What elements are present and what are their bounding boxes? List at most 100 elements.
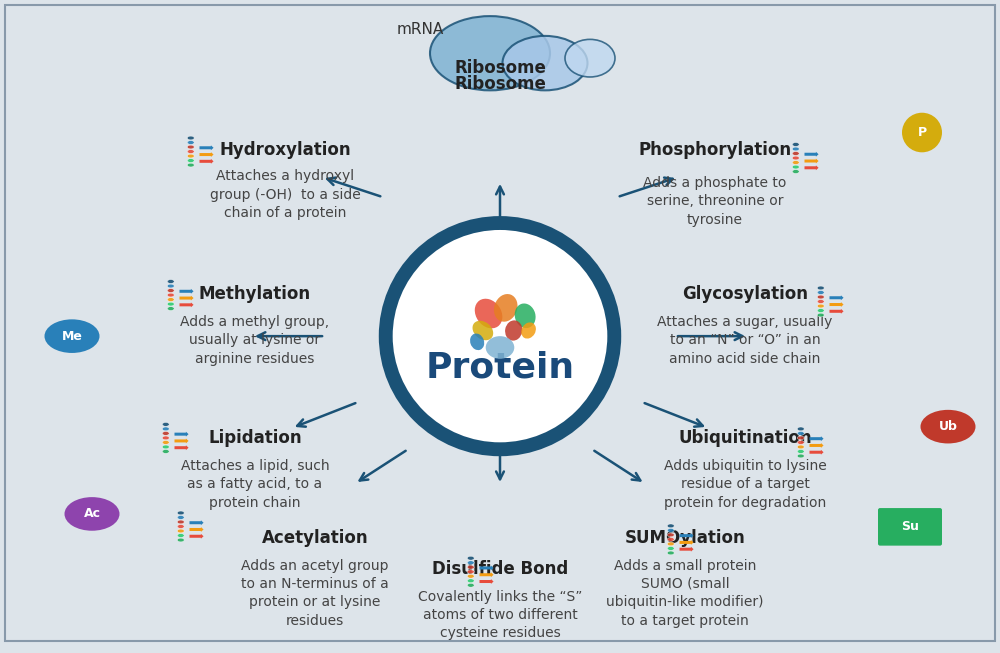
Text: Ribosome: Ribosome	[454, 59, 546, 77]
FancyArrow shape	[200, 152, 214, 157]
Ellipse shape	[177, 534, 184, 537]
Ellipse shape	[797, 432, 804, 436]
FancyArrow shape	[830, 309, 844, 313]
Ellipse shape	[167, 289, 174, 293]
Text: Protein: Protein	[425, 351, 575, 385]
FancyArrow shape	[680, 534, 694, 538]
Text: Ub: Ub	[939, 420, 957, 433]
Ellipse shape	[167, 302, 174, 306]
Text: Ac: Ac	[84, 507, 100, 520]
Ellipse shape	[817, 295, 824, 299]
Text: Attaches a sugar, usually
to an “N” or “O” in an
amino acid side chain: Attaches a sugar, usually to an “N” or “…	[657, 315, 833, 366]
Ellipse shape	[817, 291, 824, 295]
FancyArrow shape	[180, 296, 194, 300]
Ellipse shape	[667, 542, 674, 546]
Ellipse shape	[467, 583, 474, 587]
Text: Methylation: Methylation	[199, 285, 311, 303]
Ellipse shape	[565, 39, 615, 77]
FancyArrow shape	[189, 520, 204, 525]
Ellipse shape	[187, 140, 194, 144]
Ellipse shape	[817, 304, 824, 308]
Text: Acetylation: Acetylation	[262, 529, 368, 547]
Ellipse shape	[167, 293, 174, 297]
Ellipse shape	[177, 538, 184, 542]
Ellipse shape	[486, 336, 514, 358]
Ellipse shape	[167, 307, 174, 310]
Ellipse shape	[505, 321, 522, 341]
Ellipse shape	[44, 319, 100, 353]
Ellipse shape	[162, 441, 169, 444]
Text: Disulfide Bond: Disulfide Bond	[432, 560, 568, 578]
Ellipse shape	[162, 427, 169, 431]
Text: P: P	[917, 126, 927, 139]
FancyArrow shape	[200, 146, 214, 150]
Text: Covalently links the “S”
atoms of two different
cysteine residues: Covalently links the “S” atoms of two di…	[418, 590, 582, 641]
Ellipse shape	[792, 142, 799, 146]
Ellipse shape	[475, 298, 502, 328]
Ellipse shape	[920, 410, 976, 443]
Text: Lipidation: Lipidation	[208, 429, 302, 447]
Text: SUMOylation: SUMOylation	[625, 529, 745, 547]
Ellipse shape	[667, 528, 674, 532]
Text: Adds a phosphate to
serine, threonine or
tyrosine: Adds a phosphate to serine, threonine or…	[643, 176, 787, 227]
FancyArrow shape	[180, 302, 194, 308]
Ellipse shape	[817, 309, 824, 312]
Ellipse shape	[167, 279, 174, 283]
Ellipse shape	[177, 516, 184, 519]
Ellipse shape	[667, 551, 674, 555]
Ellipse shape	[494, 294, 518, 322]
Ellipse shape	[667, 547, 674, 550]
Ellipse shape	[162, 449, 169, 453]
FancyArrow shape	[830, 295, 844, 300]
Ellipse shape	[817, 313, 824, 317]
Ellipse shape	[797, 441, 804, 444]
FancyArrow shape	[479, 572, 494, 577]
Ellipse shape	[187, 150, 194, 153]
FancyArrow shape	[175, 438, 189, 443]
Text: Ubiquitination: Ubiquitination	[678, 429, 812, 447]
FancyArrow shape	[830, 302, 844, 307]
Ellipse shape	[64, 497, 120, 531]
Ellipse shape	[187, 163, 194, 167]
FancyArrow shape	[804, 165, 819, 170]
Text: Attaches a lipid, such
as a fatty acid, to a
protein chain: Attaches a lipid, such as a fatty acid, …	[181, 459, 329, 510]
Ellipse shape	[467, 570, 474, 573]
Ellipse shape	[467, 575, 474, 578]
Text: Ribosome: Ribosome	[454, 75, 546, 93]
Ellipse shape	[467, 565, 474, 569]
Ellipse shape	[667, 533, 674, 537]
Ellipse shape	[797, 454, 804, 458]
Ellipse shape	[792, 170, 799, 174]
Ellipse shape	[515, 304, 536, 328]
Ellipse shape	[162, 436, 169, 440]
Ellipse shape	[521, 323, 536, 339]
FancyArrow shape	[479, 565, 494, 571]
FancyArrow shape	[810, 450, 824, 454]
Ellipse shape	[667, 524, 674, 528]
FancyArrow shape	[810, 436, 824, 441]
Ellipse shape	[162, 445, 169, 449]
Ellipse shape	[797, 427, 804, 431]
Ellipse shape	[177, 511, 184, 515]
Ellipse shape	[187, 136, 194, 140]
FancyArrow shape	[810, 443, 824, 448]
Ellipse shape	[797, 436, 804, 440]
Ellipse shape	[797, 449, 804, 453]
Text: Su: Su	[901, 520, 919, 534]
FancyBboxPatch shape	[878, 508, 942, 546]
Text: mRNA: mRNA	[396, 22, 444, 37]
Text: Attaches a hydroxyl
group (-OH)  to a side
chain of a protein: Attaches a hydroxyl group (-OH) to a sid…	[210, 169, 360, 220]
Text: Hydroxylation: Hydroxylation	[219, 141, 351, 159]
Ellipse shape	[792, 156, 799, 160]
Text: Me: Me	[62, 330, 82, 343]
Ellipse shape	[430, 16, 550, 90]
Ellipse shape	[503, 36, 588, 90]
Ellipse shape	[177, 520, 184, 524]
Text: Adds a small protein
SUMO (small
ubiquitin-like modifier)
to a target protein: Adds a small protein SUMO (small ubiquit…	[606, 558, 764, 628]
Ellipse shape	[187, 145, 194, 149]
Ellipse shape	[467, 561, 474, 565]
Ellipse shape	[187, 159, 194, 163]
FancyArrow shape	[175, 445, 189, 450]
Text: Glycosylation: Glycosylation	[682, 285, 808, 303]
Text: Phosphorylation: Phosphorylation	[638, 141, 792, 159]
